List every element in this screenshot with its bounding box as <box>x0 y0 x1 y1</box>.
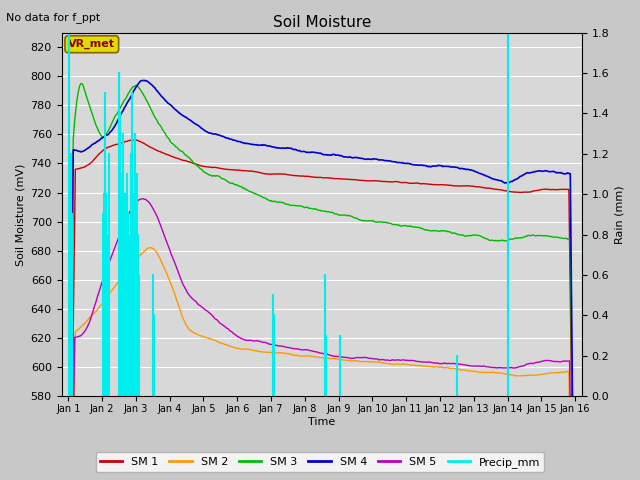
Legend: SM 1, SM 2, SM 3, SM 4, SM 5, Precip_mm: SM 1, SM 2, SM 3, SM 4, SM 5, Precip_mm <box>95 452 545 472</box>
Title: Soil Moisture: Soil Moisture <box>273 15 371 30</box>
Y-axis label: Soil Moisture (mV): Soil Moisture (mV) <box>15 163 25 265</box>
X-axis label: Time: Time <box>308 417 335 427</box>
Y-axis label: Rain (mm): Rain (mm) <box>615 185 625 244</box>
Text: VR_met: VR_met <box>68 39 115 49</box>
Text: No data for f_ppt: No data for f_ppt <box>6 12 100 23</box>
